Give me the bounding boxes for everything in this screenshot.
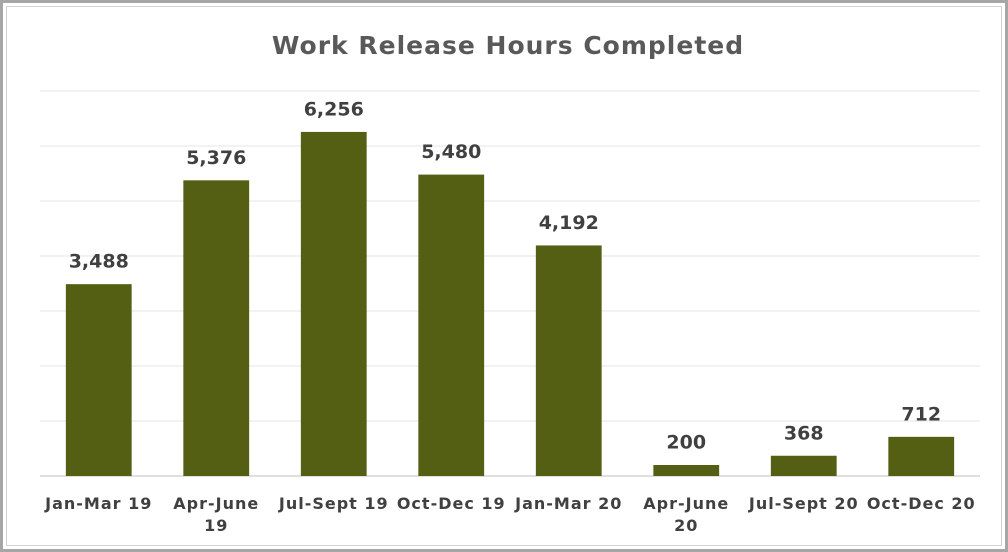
x-tick-label: Oct-Dec 20 [866, 494, 976, 513]
data-label: 4,192 [539, 212, 599, 234]
data-label: 5,376 [186, 147, 246, 169]
x-tick-label: Jan-Mar 19 [45, 494, 153, 513]
x-tick-label: Oct-Dec 19 [396, 494, 506, 513]
data-label: 200 [666, 432, 706, 454]
bar [418, 174, 485, 476]
bar [770, 455, 837, 476]
data-label: 5,480 [421, 141, 481, 163]
data-label: 6,256 [304, 98, 364, 120]
x-tick-label: Jan-Mar 20 [515, 494, 623, 513]
chart: Work Release Hours Completed 3,488 5,376 6… [40, 31, 980, 477]
bar [183, 180, 250, 476]
bar [888, 436, 955, 476]
x-tick-label: Apr-June 20 [643, 494, 730, 535]
bar [535, 245, 602, 476]
data-label: 368 [784, 422, 824, 444]
data-label: 3,488 [69, 251, 129, 273]
chart-title: Work Release Hours Completed [272, 31, 744, 60]
data-label: 712 [901, 403, 941, 425]
bar [65, 284, 132, 476]
x-tick-label: Apr-June 19 [173, 494, 260, 535]
x-tick-label: Jul-Sept 20 [748, 494, 859, 513]
bar [300, 131, 367, 477]
bar [653, 465, 720, 476]
x-tick-label: Jul-Sept 19 [278, 494, 389, 513]
